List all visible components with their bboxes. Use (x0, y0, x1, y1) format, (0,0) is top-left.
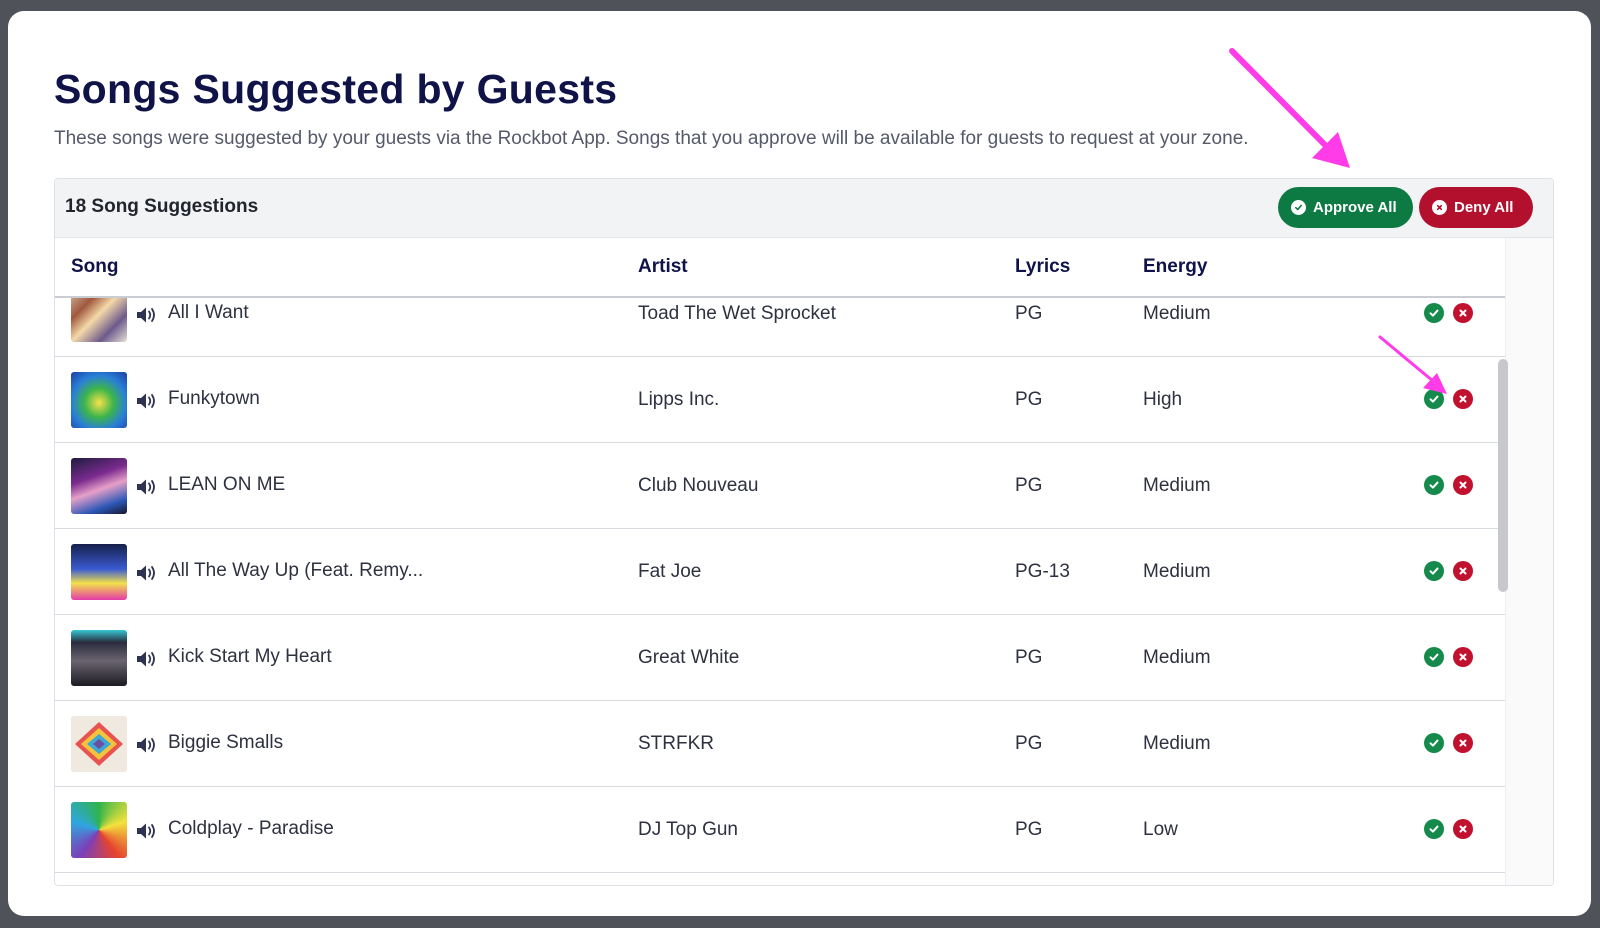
artist-name: Fat Joe (638, 561, 702, 582)
energy-level: Low (1143, 819, 1178, 840)
energy-level: Medium (1143, 475, 1211, 496)
suggestion-count: 18 Song Suggestions (65, 196, 259, 217)
column-artist: Artist (638, 256, 688, 277)
table-row: All The Way Up (Feat. Remy... Fat Joe PG… (55, 529, 1505, 615)
check-circle-icon (1291, 200, 1306, 215)
artist-name: Toad The Wet Sprocket (638, 303, 836, 324)
artist-name: DJ Top Gun (638, 819, 738, 840)
speaker-icon[interactable] (135, 821, 159, 841)
check-icon (1429, 739, 1439, 747)
column-energy: Energy (1143, 256, 1208, 277)
lyrics-rating: PG (1015, 389, 1043, 410)
lyrics-rating: PG-13 (1015, 561, 1070, 582)
table-row: Coldplay - Paradise DJ Top Gun PG Low (55, 787, 1505, 873)
column-song: Song (71, 256, 119, 277)
album-art (71, 716, 127, 772)
album-art (71, 298, 127, 342)
deny-button[interactable] (1453, 733, 1473, 753)
approve-button[interactable] (1424, 389, 1444, 409)
check-icon (1429, 481, 1439, 489)
table-header: Song Artist Lyrics Energy (55, 238, 1505, 298)
deny-button[interactable] (1453, 647, 1473, 667)
speaker-icon[interactable] (135, 391, 159, 411)
scrollbar-track[interactable] (1505, 238, 1553, 885)
album-art (71, 544, 127, 600)
song-title: Coldplay - Paradise (168, 818, 334, 839)
deny-button[interactable] (1453, 475, 1473, 495)
speaker-icon[interactable] (135, 735, 159, 755)
lyrics-rating: PG (1015, 647, 1043, 668)
album-art (71, 802, 127, 858)
deny-button[interactable] (1453, 561, 1473, 581)
approve-all-label: Approve All (1313, 199, 1397, 216)
suggestions-toolbar: 18 Song Suggestions Approve All Deny All (55, 179, 1553, 238)
approve-button[interactable] (1424, 561, 1444, 581)
deny-button[interactable] (1453, 303, 1473, 323)
x-circle-icon (1432, 200, 1447, 215)
table-body: All I Want Toad The Wet Sprocket PG Medi… (55, 298, 1505, 885)
approve-button[interactable] (1424, 819, 1444, 839)
artist-name: Great White (638, 647, 740, 668)
lyrics-rating: PG (1015, 475, 1043, 496)
table-row: Biggie Smalls STRFKR PG Medium (55, 701, 1505, 787)
x-icon (1459, 825, 1467, 833)
table-row: Kick Start My Heart Great White PG Mediu… (55, 615, 1505, 701)
song-title: Biggie Smalls (168, 732, 284, 753)
energy-level: Medium (1143, 561, 1211, 582)
check-icon (1429, 653, 1439, 661)
deny-button[interactable] (1453, 389, 1473, 409)
x-icon (1459, 309, 1467, 317)
lyrics-rating: PG (1015, 303, 1043, 324)
speaker-icon[interactable] (135, 649, 159, 669)
approve-button[interactable] (1424, 733, 1444, 753)
album-art (71, 372, 127, 428)
speaker-icon[interactable] (135, 477, 159, 497)
column-lyrics: Lyrics (1015, 256, 1071, 277)
check-icon (1429, 567, 1439, 575)
table-row: Funkytown Lipps Inc. PG High (55, 357, 1505, 443)
x-icon (1459, 653, 1467, 661)
check-icon (1429, 825, 1439, 833)
artist-name: STRFKR (638, 733, 714, 754)
energy-level: Medium (1143, 647, 1211, 668)
x-icon (1459, 395, 1467, 403)
deny-all-label: Deny All (1454, 199, 1514, 216)
approve-button[interactable] (1424, 303, 1444, 323)
table-row: All I Want Toad The Wet Sprocket PG Medi… (55, 298, 1505, 357)
artist-name: Lipps Inc. (638, 389, 720, 410)
deny-all-button[interactable]: Deny All (1419, 187, 1533, 228)
suggested-songs-modal: Songs Suggested by Guests These songs we… (8, 11, 1591, 916)
speaker-icon[interactable] (135, 563, 159, 583)
x-icon (1459, 739, 1467, 747)
album-art (71, 458, 127, 514)
song-title: LEAN ON ME (168, 474, 286, 495)
check-icon (1429, 309, 1439, 317)
approve-all-button[interactable]: Approve All (1278, 187, 1413, 228)
album-art (71, 630, 127, 686)
approve-button[interactable] (1424, 475, 1444, 495)
check-icon (1429, 395, 1439, 403)
x-icon (1459, 567, 1467, 575)
diamond-art (75, 722, 123, 766)
approve-button[interactable] (1424, 647, 1444, 667)
x-icon (1459, 481, 1467, 489)
song-title: Funkytown (168, 388, 260, 409)
lyrics-rating: PG (1015, 819, 1043, 840)
deny-button[interactable] (1453, 819, 1473, 839)
page-title: Songs Suggested by Guests (54, 66, 618, 112)
lyrics-rating: PG (1015, 733, 1043, 754)
energy-level: Medium (1143, 733, 1211, 754)
song-title: All The Way Up (Feat. Remy... (168, 560, 424, 581)
table-row: LEAN ON ME Club Nouveau PG Medium (55, 443, 1505, 529)
energy-level: High (1143, 389, 1183, 410)
page-subtitle: These songs were suggested by your guest… (54, 128, 1249, 149)
song-title: Kick Start My Heart (168, 646, 332, 667)
suggestions-card: 18 Song Suggestions Approve All Deny All… (54, 178, 1554, 886)
song-title: All I Want (168, 302, 249, 323)
speaker-icon[interactable] (135, 305, 159, 325)
artist-name: Club Nouveau (638, 475, 759, 496)
energy-level: Medium (1143, 303, 1211, 324)
scrollbar-thumb[interactable] (1498, 359, 1508, 592)
